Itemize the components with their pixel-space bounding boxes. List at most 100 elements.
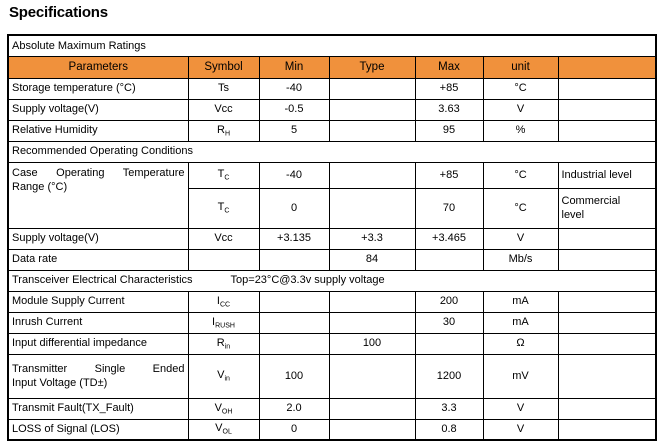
param-cell: Relative Humidity: [7, 119, 189, 142]
min-cell: [258, 332, 330, 355]
min-cell: 5: [258, 119, 330, 142]
symbol-base: Ts: [218, 82, 229, 95]
symbol-subscript: OH: [221, 408, 233, 416]
symbol-base: V: [215, 422, 223, 435]
unit-cell: °C: [482, 77, 559, 100]
param-cell: Inrush Current: [7, 311, 189, 334]
section-subtitle: Top=23°C@3.3v supply voltage: [230, 274, 385, 287]
param-cell: Storage temperature (°C): [7, 77, 189, 100]
note-cell: [557, 353, 657, 399]
max-cell: [414, 248, 484, 271]
note-cell: [557, 77, 657, 100]
note-cell: [557, 311, 657, 334]
section-row: Absolute Maximum Ratings: [7, 34, 657, 57]
note-cell: [557, 418, 657, 441]
min-cell: -40: [258, 161, 330, 189]
unit-cell: V: [482, 418, 559, 441]
cell-line: Range (°C): [12, 180, 68, 193]
cell-line: level: [561, 209, 585, 221]
type-cell: 84: [328, 248, 416, 271]
symbol-cell: Ts: [187, 77, 260, 100]
type-cell: 100: [328, 332, 416, 355]
note-cell: [557, 98, 657, 121]
section-title-cell: Transceiver Electrical Characteristics To…: [7, 269, 657, 292]
unit-cell: mA: [482, 290, 559, 313]
cell-line: Commercial: [561, 194, 621, 207]
table-row: Inrush Current IRUSH 30 mA: [7, 311, 657, 334]
page-title: Specifications: [9, 4, 108, 21]
min-cell: [258, 290, 330, 313]
symbol-base: T: [217, 168, 225, 181]
symbol-cell: VOL: [187, 418, 260, 441]
min-cell: -40: [258, 77, 330, 100]
symbol-cell: Vcc: [187, 98, 260, 121]
section-title: Absolute Maximum Ratings: [12, 39, 146, 52]
param-cell: LOSS of Signal (LOS): [7, 418, 189, 441]
col-header-symbol: Symbol: [187, 55, 260, 79]
note-cell: [557, 248, 657, 271]
table-row: Data rate 84 Mb/s: [7, 248, 657, 271]
table-row: Relative Humidity RH 5 95%: [7, 119, 657, 142]
symbol-subscript: H: [224, 130, 230, 138]
table-row: Storage temperature (°C) Ts -40 +85 °C: [7, 77, 657, 100]
type-cell: [328, 290, 416, 313]
type-cell: [328, 397, 416, 420]
col-header-parameters: Parameters: [7, 55, 189, 79]
note-cell: [557, 332, 657, 355]
symbol-cell: [187, 248, 260, 271]
note-cell: [557, 119, 657, 142]
unit-cell: mA: [482, 311, 559, 334]
type-cell: [328, 77, 416, 100]
max-cell: [414, 332, 484, 355]
min-cell: 100: [258, 353, 330, 399]
section-row: Transceiver Electrical Characteristics To…: [7, 269, 657, 292]
section-title: Recommended Operating Conditions: [12, 145, 193, 158]
unit-cell: V: [482, 227, 559, 250]
type-cell: [328, 311, 416, 334]
symbol-cell: Vin: [187, 353, 260, 399]
symbol-base: R: [216, 123, 225, 136]
symbol-subscript: CC: [219, 301, 231, 309]
note-cell: Commercial level: [557, 187, 657, 229]
symbol-subscript: RUSH: [215, 322, 235, 330]
symbol-cell: Vcc: [187, 227, 260, 250]
col-header-notes: [557, 55, 657, 79]
type-cell: +3.3: [328, 227, 416, 250]
symbol-base: T: [217, 201, 225, 214]
type-cell: [328, 418, 416, 441]
param-cell: Case Operating Temperature Range (°C): [7, 161, 189, 229]
table-row: Supply voltage(V) Vcc -0.5 3.63 V: [7, 98, 657, 121]
table-row: Module Supply Current ICC 200 mA: [7, 290, 657, 313]
param-cell: Transmitter Single Ended Input Voltage (T…: [7, 353, 189, 399]
max-cell: +85: [414, 77, 484, 100]
unit-cell: V: [482, 397, 559, 420]
param-cell: Supply voltage(V): [7, 227, 189, 250]
symbol-subscript: C: [224, 174, 230, 182]
note-cell: [557, 227, 657, 250]
table-row: Input differential impedance Rin 100 Ω: [7, 332, 657, 355]
unit-cell: %: [482, 119, 559, 142]
max-cell: 70: [414, 187, 484, 229]
symbol-subscript: OL: [222, 428, 232, 436]
symbol-cell: ICC: [187, 290, 260, 313]
note-cell: [557, 290, 657, 313]
symbol-cell: TC: [187, 161, 260, 189]
param-cell: Data rate: [7, 248, 189, 271]
max-cell: 1200: [414, 353, 484, 399]
column-header-row: Parameters Symbol Min Type Max unit: [7, 55, 657, 79]
cell-line: Input Voltage (TD±): [12, 377, 108, 389]
type-cell: [328, 353, 416, 399]
min-cell: -0.5: [258, 98, 330, 121]
table-row: Supply voltage(V) Vcc +3.135 +3.3 +3.465 V: [7, 227, 657, 250]
symbol-subscript: in: [224, 375, 230, 383]
spec-table: Absolute Maximum Ratings Parameters Symbol…: [7, 34, 658, 441]
symbol-base: I: [216, 294, 220, 307]
symbol-base: V: [217, 369, 225, 382]
symbol-cell: TC: [187, 187, 260, 229]
note-cell: [557, 397, 657, 420]
symbol-base: R: [216, 336, 225, 349]
col-header-max: Max: [414, 55, 484, 79]
col-header-type: Type: [328, 55, 416, 79]
symbol-cell: Rin: [187, 332, 260, 355]
unit-cell: °C: [482, 161, 559, 189]
